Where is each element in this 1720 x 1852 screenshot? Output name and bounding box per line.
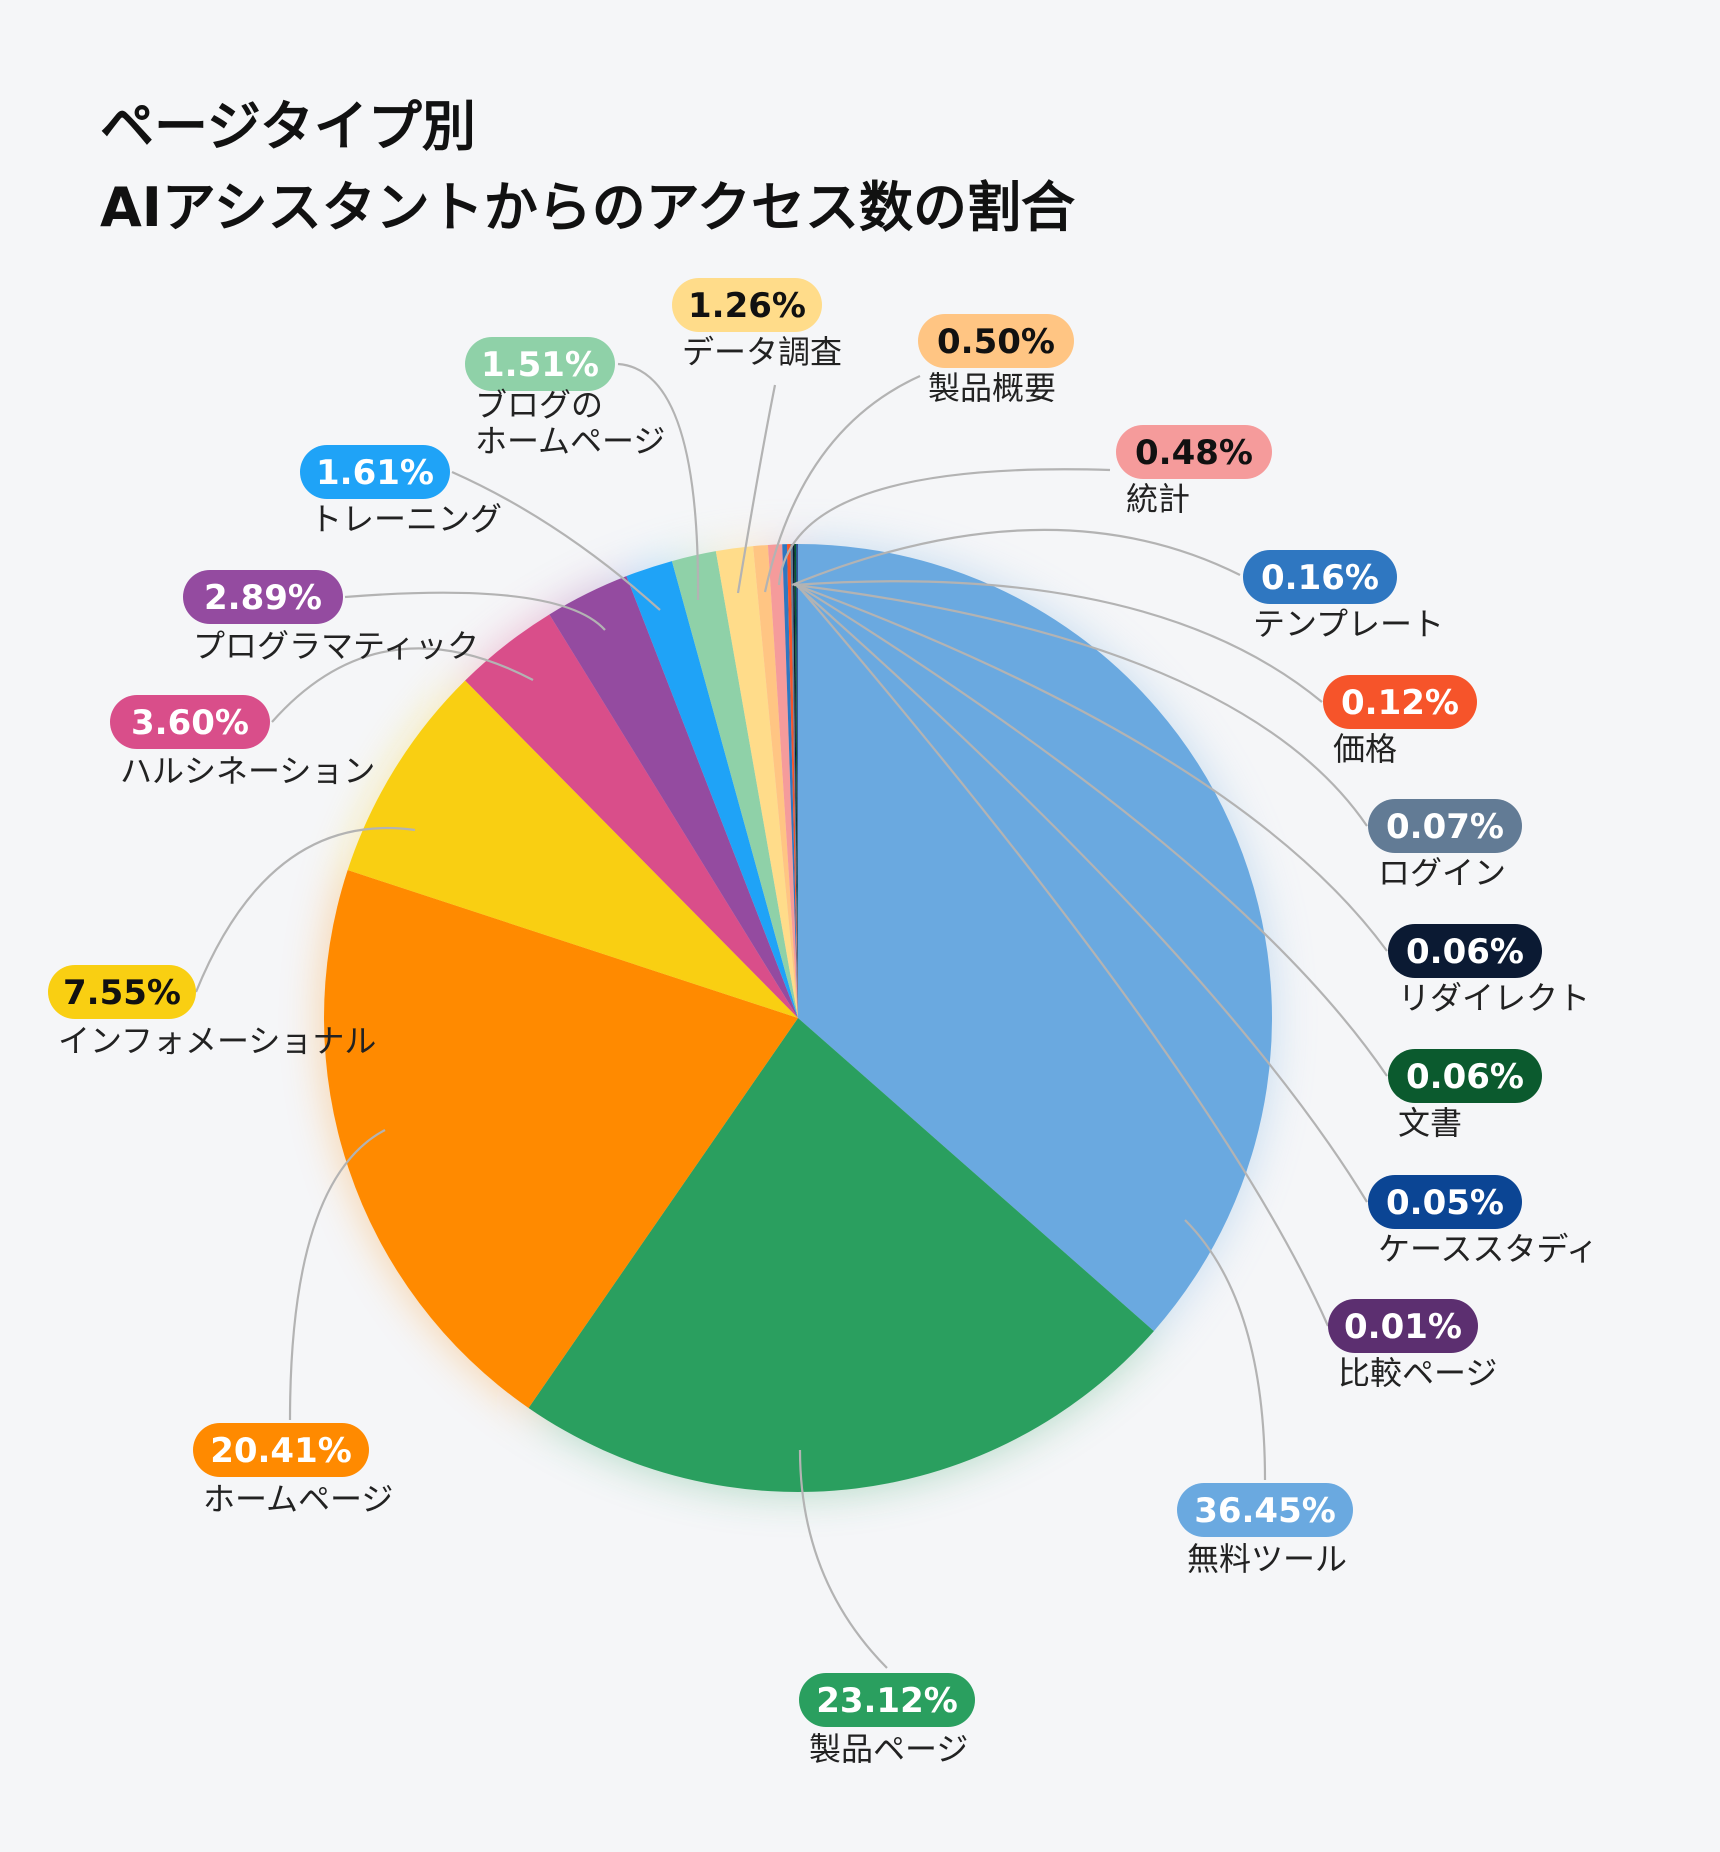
value-pill [918,314,1074,368]
category-label: インフォメーショナル [58,1022,376,1060]
value-label: 0.50% [937,322,1055,362]
category-label: ブログの [475,386,603,424]
value-pill [1388,924,1542,978]
category-label: ホームページ [203,1480,393,1518]
leader-line [796,584,1388,1077]
value-pill [48,965,196,1019]
leader-line [763,374,921,593]
pie-slices [324,544,1272,1492]
value-label: 1.26% [688,286,806,326]
leader-line [271,647,534,723]
leader-line [288,1129,386,1421]
value-label: 1.51% [481,345,599,385]
value-pill [1177,1483,1353,1537]
pie-slice [626,561,798,1018]
value-pill [1243,550,1397,604]
value-label: 7.55% [63,973,181,1013]
leader-line [451,470,661,611]
leader-line [795,583,1388,952]
category-label: トレーニング [310,500,502,538]
value-label: 0.12% [1341,683,1459,723]
value-label: 0.05% [1386,1183,1504,1223]
pie-slice [767,544,798,1018]
value-label: 36.45% [1194,1491,1336,1531]
category-label: 製品ページ [809,1730,968,1768]
pie-slice [549,576,798,1018]
pie-slice [798,544,1272,1332]
value-label: 2.89% [204,578,322,618]
value-label: 0.01% [1344,1307,1462,1347]
leader-line [344,591,606,631]
category-label: 製品概要 [928,369,1056,407]
value-label: 23.12% [816,1681,958,1721]
value-pill [110,695,270,749]
leader-line [793,580,1323,703]
pie-slice [753,544,798,1018]
leader-line [797,585,1330,1327]
leader-line [794,583,1368,827]
pie-slice [347,680,798,1018]
category-label: 価格 [1333,730,1397,768]
category-label: 文書 [1398,1104,1462,1142]
category-label: 統計 [1126,480,1190,518]
value-label: 20.41% [210,1431,352,1471]
pie-slice [794,544,798,1018]
chart-title-line-2: AIアシスタントからのアクセス数の割合 [100,176,1075,239]
leader-line [194,826,416,993]
slice-labels: 36.45% 無料ツール 23.12% 製品ページ 20.41% ホームページ 7.55% イ… [48,278,1598,1768]
value-label: 0.07% [1386,807,1504,847]
category-label: テンプレート [1253,605,1444,643]
value-pill [1323,675,1477,729]
pie-slice [465,614,798,1018]
value-pill [465,337,615,391]
category-label: リダイレクト [1398,979,1590,1017]
value-label: 0.16% [1261,558,1379,598]
value-pill [300,445,450,499]
leader-line [791,528,1241,587]
category-label: ホームページ [475,422,665,460]
leader-line [1184,1219,1267,1481]
value-pill [193,1423,369,1477]
category-label: ケーススタディ [1378,1230,1598,1268]
value-pill [1328,1299,1478,1353]
pie-slice [790,544,798,1018]
value-label: 0.06% [1406,932,1524,972]
value-label: 1.61% [316,453,434,493]
value-pill [1116,425,1272,479]
pie-slice [528,1018,1154,1492]
leader-line [777,468,1111,586]
leader-lines [194,362,1388,1669]
value-pill [1368,1175,1522,1229]
pie-slice [782,544,798,1018]
value-pill [183,570,343,624]
value-pill [672,278,822,332]
leader-line [736,384,777,594]
category-label: 無料ツール [1187,1540,1347,1578]
category-label: ハルシネーション [120,752,375,790]
pie-slice [715,546,798,1018]
category-label: ログイン [1378,854,1506,892]
category-label: 比較ページ [1338,1354,1497,1392]
pie-slice [796,544,798,1018]
leader-line [796,585,1368,1203]
pie-slice [671,551,798,1018]
category-label: プログラマティック [193,627,479,665]
pie-slice [792,544,798,1018]
value-pill [1368,799,1522,853]
value-pill [799,1673,975,1727]
value-pill [1388,1049,1542,1103]
pie-slice [786,544,798,1018]
leader-line [798,1449,888,1669]
value-label: 3.60% [131,703,249,743]
pie-slice [324,870,798,1408]
chart-title-line-1: ページタイプ別 [100,95,476,158]
leader-line [617,362,700,601]
category-label: データ調査 [682,333,842,371]
value-label: 0.06% [1406,1057,1524,1097]
value-label: 0.48% [1135,433,1253,473]
